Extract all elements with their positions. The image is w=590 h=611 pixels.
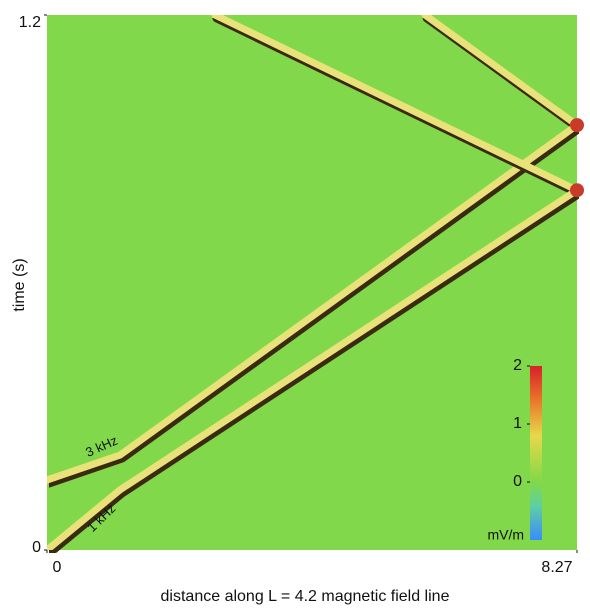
ray [47,15,577,484]
y-tick-label: 1.2 [19,14,41,31]
x-tick-label: 8.27 [541,559,572,576]
reflection-spot [570,183,584,198]
y-axis-title: time (s) [11,258,28,311]
colorbar-tick-label: 0 [513,473,522,490]
ray [47,15,577,550]
colorbar-label: mV/m [487,527,524,543]
colorbar [530,366,542,540]
reflection-spot [570,118,584,133]
colorbar-tick-label: 2 [513,357,522,374]
x-axis-title: distance along L = 4.2 magnetic field li… [161,588,450,605]
plot-area [47,15,577,550]
colorbar-tick-label: 1 [513,415,522,432]
y-tick-label: 0 [32,539,41,556]
x-tick-label: 0 [53,559,62,576]
